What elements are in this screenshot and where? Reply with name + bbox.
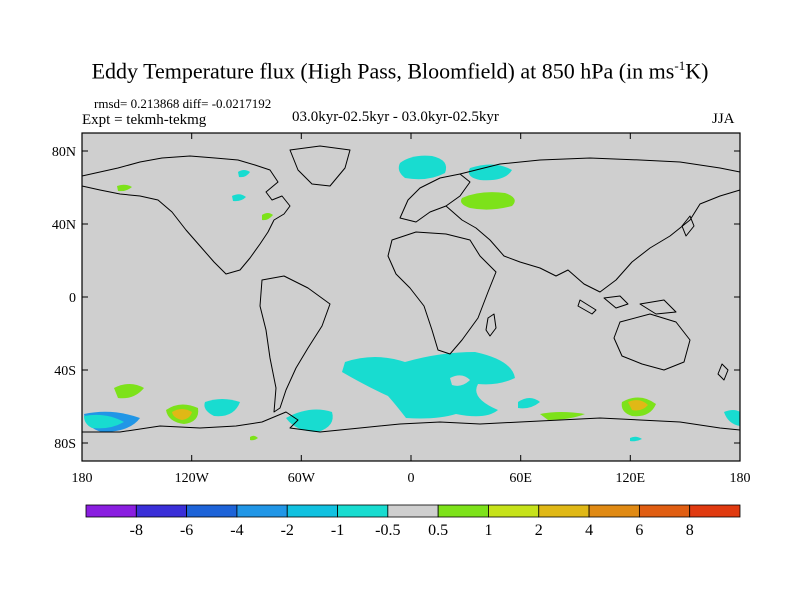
lon-label-0: 0 (408, 471, 415, 486)
green-region-alaska (117, 184, 132, 192)
cyan-region-south-indian (518, 398, 540, 409)
colorbar-label-0: -8 (130, 522, 143, 539)
coast-madagascar (485, 313, 497, 337)
cyan-region-greenland-sea (398, 155, 447, 180)
orange-region-amundsen (172, 409, 192, 420)
colorbar-box-8 (488, 504, 540, 518)
colorbar-box-10 (588, 504, 640, 518)
colorbar-box-7 (437, 504, 489, 518)
colorbar-box-0 (85, 504, 137, 518)
colorbar-box-11 (638, 504, 691, 518)
coast-new-zealand (717, 363, 729, 381)
lon-label-120e: 120E (616, 471, 646, 486)
lat-label-0: 0 (69, 291, 76, 306)
lon-labels: 180 120W 60W 0 60E 120E 180 (72, 471, 751, 486)
title-tail: K) (685, 58, 709, 84)
hole-south-atlantic (450, 375, 470, 386)
colorbar-label-2: -4 (230, 522, 243, 539)
lon-label-120w: 120W (175, 471, 210, 486)
expt-label: Expt = tekmh-tekmg (82, 112, 207, 128)
lat-label-80s: 80S (54, 437, 76, 452)
lat-labels: 80N 40N 0 40S 80S (52, 145, 76, 452)
colorbar-label-9: 4 (585, 522, 593, 539)
colorbar-box-3 (236, 504, 288, 518)
title-sup: -1 (674, 58, 686, 73)
colorbar-box-2 (186, 504, 238, 518)
cyan-region-ross (84, 414, 124, 429)
colorbar-label-8: 2 (535, 522, 543, 539)
lon-label-60e: 60E (509, 471, 532, 486)
lon-label-60w: 60W (288, 471, 316, 486)
green-region-eurasia (461, 192, 515, 210)
coast-borneo (603, 295, 629, 309)
coast-japan (681, 215, 695, 237)
colorbar-label-7: 1 (484, 522, 492, 539)
lon-label-180e: 180 (730, 471, 751, 486)
cyan-region-drake (286, 409, 333, 432)
coastlines (81, 145, 741, 433)
colorbar-label-1: -6 (180, 522, 193, 539)
green-region-east-us (262, 213, 273, 221)
plot-title: Eddy Temperature flux (High Pass, Bloomf… (0, 58, 800, 84)
coast-sumatra (577, 299, 597, 315)
cyan-region-barents (468, 164, 512, 181)
axis-ticks (82, 133, 740, 461)
anomaly-regions (84, 155, 740, 442)
coast-asia (445, 157, 741, 293)
season-label: JJA (712, 111, 735, 127)
colorbar-label-11: 8 (686, 522, 694, 539)
cyan-region-south-atlantic (342, 352, 515, 419)
coast-antarctica (82, 411, 741, 433)
coast-new-guinea (639, 299, 677, 315)
green-region-indian-ice (540, 412, 585, 420)
colorbar-label-4: -1 (331, 522, 344, 539)
colorbar-box-1 (135, 504, 188, 518)
title-main: Eddy Temperature flux (High Pass, Bloomf… (91, 58, 675, 84)
cyan-region-coast (630, 436, 642, 442)
coast-europe (399, 173, 471, 223)
cyan-region-hudson (232, 194, 246, 202)
orange-region-east-antarctic (628, 400, 648, 411)
coast-north-america (81, 155, 291, 275)
coast-africa (387, 231, 497, 355)
lat-label-80n: 80N (52, 145, 76, 160)
colorbar-label-10: 6 (635, 522, 643, 539)
coast-australia (613, 313, 691, 371)
colorbar-box-6 (387, 504, 439, 518)
cyan-region-dateline (724, 410, 740, 426)
cyan-region-south-pacific (204, 399, 240, 417)
colorbar-label-3: -2 (281, 522, 294, 539)
colorbar-label-6: 0.5 (428, 522, 448, 539)
period-label: 03.0kyr-02.5kyr - 03.0kyr-02.5kyr (292, 109, 499, 125)
green-region-weddell (250, 435, 258, 441)
colorbar-box-12 (689, 504, 741, 518)
cyan-region-canada (238, 170, 250, 178)
lat-label-40s: 40S (54, 364, 76, 379)
colorbar-label-5: -0.5 (375, 522, 400, 539)
lon-label-180w: 180 (72, 471, 93, 486)
rmsd-label: rmsd= 0.213868 diff= -0.0217192 (94, 96, 272, 111)
lat-label-40n: 40N (52, 218, 76, 233)
green-region-south-pacific-west (114, 384, 144, 399)
colorbar (85, 504, 741, 518)
coast-greenland (289, 145, 351, 187)
colorbar-box-9 (538, 504, 590, 518)
colorbar-box-4 (286, 504, 338, 518)
coast-south-america (259, 275, 331, 413)
colorbar-labels: -8 -6 -4 -2 -1 -0.5 0.5 1 2 4 6 8 (130, 522, 694, 539)
colorbar-box-5 (337, 504, 389, 518)
